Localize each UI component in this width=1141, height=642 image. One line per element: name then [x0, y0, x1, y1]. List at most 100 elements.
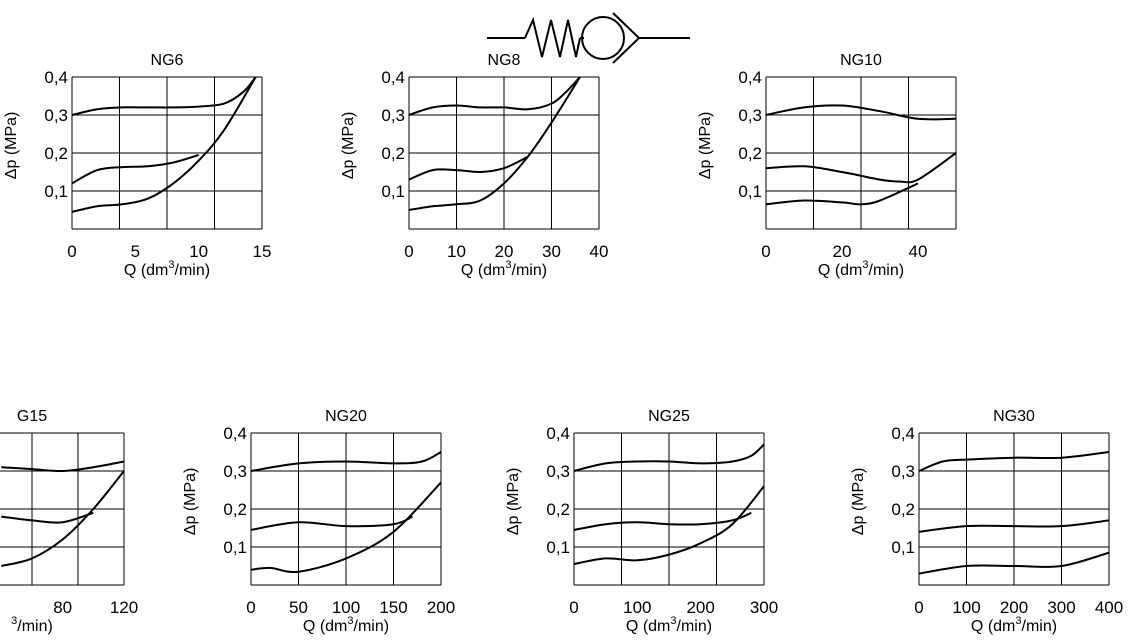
x-tick-label: 100	[952, 598, 980, 617]
y-tick-label: 0,4	[738, 68, 762, 87]
y-tick-label: 0,4	[44, 68, 68, 87]
chart-title: NG25	[648, 408, 690, 425]
series-curve-3	[408, 76, 581, 211]
series-curve-2	[71, 153, 199, 185]
series-curve-3	[573, 485, 765, 566]
x-tick-label: 100	[332, 598, 360, 617]
check-valve-symbol	[487, 12, 690, 64]
series-curve-2	[1, 511, 94, 524]
series-curve-2	[408, 155, 529, 181]
x-axis-label: Q (dm3/min)	[303, 615, 389, 635]
chart-title: G15	[17, 408, 47, 425]
y-tick-label: 0,1	[223, 538, 247, 557]
y-tick-label: 0,2	[891, 500, 915, 519]
series-curve-3	[765, 182, 919, 206]
chart-title: NG6	[151, 52, 184, 69]
series-curve-1	[71, 76, 257, 116]
x-tick-label: 120	[110, 598, 138, 617]
chart-ng25: NG25 0,1 0,2 0,3 0,4 0 100 200 300 Q (dm3/min) Δp …	[505, 408, 778, 635]
x-axis-label: Q (dm3/min)	[124, 259, 210, 279]
y-tick-label: 0,1	[738, 182, 762, 201]
series-curve-3	[918, 551, 1110, 575]
y-tick-label: 0,2	[738, 144, 762, 163]
x-tick-label: 0	[569, 598, 578, 617]
series-curve-3	[1, 470, 125, 567]
x-tick-label: 0	[914, 598, 923, 617]
y-axis-label: Δp (MPa)	[850, 468, 867, 536]
chart-title: NG20	[325, 408, 367, 425]
x-tick-label: 10	[189, 242, 208, 261]
y-tick-label: 0,1	[44, 182, 68, 201]
x-tick-label: 150	[379, 598, 407, 617]
x-axis-label: Q (dm3/min)	[818, 259, 904, 279]
series-curve-1	[918, 451, 1110, 472]
x-tick-label: 400	[1095, 598, 1123, 617]
y-tick-label: 0,3	[891, 462, 915, 481]
chart-ng6: NG6 0,1 0,2 0,3 0,4 0 5 10 15 Q (dm3/min) Δp (MPa)	[3, 52, 271, 279]
x-tick-label: 300	[750, 598, 778, 617]
x-tick-label: 80	[53, 598, 72, 617]
x-tick-label: 5	[131, 242, 140, 261]
x-axis-label: Q (dm3/min)	[461, 259, 547, 279]
y-tick-label: 0,2	[44, 144, 68, 163]
chart-ng30: NG30 0,1 0,2 0,3 0,4 0 100 200 300 400 Q (dm3/min)…	[850, 408, 1123, 635]
y-tick-label: 0,2	[223, 500, 247, 519]
chart-ng8: NG8 0,1 0,2 0,3 0,4 0 10 20 30 40 Q (dm3/min) Δp (M…	[340, 52, 608, 279]
x-tick-label: 30	[542, 242, 561, 261]
x-tick-label: 200	[686, 598, 714, 617]
series-curve-1	[765, 104, 957, 121]
x-tick-label: 15	[253, 242, 272, 261]
x-tick-label: 200	[1000, 598, 1028, 617]
y-tick-label: 0,3	[546, 462, 570, 481]
y-tick-label: 0,3	[223, 462, 247, 481]
series-curve-1	[250, 451, 442, 472]
series-curve-2	[765, 152, 957, 184]
y-axis-label: Δp (MPa)	[697, 112, 714, 180]
series-curve-3	[71, 76, 257, 213]
series-curve-2	[918, 519, 1110, 533]
x-tick-label: 10	[447, 242, 466, 261]
series-curve-1	[573, 443, 765, 472]
chart-g15: G15 80 120 3/min)	[0, 408, 138, 635]
x-tick-label: 40	[909, 242, 928, 261]
chart-title: NG10	[840, 52, 882, 69]
series-curve-2	[250, 515, 413, 531]
series-curve-1	[1, 460, 125, 473]
x-tick-label: 200	[427, 598, 455, 617]
x-tick-label: 0	[246, 598, 255, 617]
chart-ng20: NG20 0,1 0,2 0,3 0,4 0 50 100 150 200 Q (dm3/min) Δ…	[182, 408, 455, 635]
x-axis-label: Q (dm3/min)	[971, 615, 1057, 635]
y-tick-label: 0,4	[891, 424, 915, 443]
x-tick-label: 0	[404, 242, 413, 261]
chart-ng10: NG10 0,1 0,2 0,3 0,4 0 20 40 Q (dm3/min) Δp (MPa)	[697, 52, 957, 279]
x-axis-label: Q (dm3/min)	[626, 615, 712, 635]
chart-title: NG8	[488, 52, 521, 69]
y-tick-label: 0,3	[738, 106, 762, 125]
y-tick-label: 0,3	[44, 106, 68, 125]
x-tick-label: 40	[590, 242, 609, 261]
y-tick-label: 0,1	[381, 182, 405, 201]
y-tick-label: 0,4	[546, 424, 570, 443]
x-tick-label: 0	[67, 242, 76, 261]
y-axis-label: Δp (MPa)	[505, 468, 522, 536]
x-tick-label: 300	[1047, 598, 1075, 617]
y-axis-label: Δp (MPa)	[340, 112, 357, 180]
y-tick-label: 0,1	[546, 538, 570, 557]
chart-title: NG30	[993, 408, 1035, 425]
y-axis-label: Δp (MPa)	[3, 112, 20, 180]
x-tick-label: 50	[289, 598, 308, 617]
y-axis-label: Δp (MPa)	[182, 468, 199, 536]
y-tick-label: 0,3	[381, 106, 405, 125]
x-tick-label: 20	[495, 242, 514, 261]
series-curve-2	[573, 511, 752, 531]
y-tick-label: 0,1	[891, 538, 915, 557]
x-axis-label: 3/min)	[11, 615, 53, 635]
x-tick-label: 100	[623, 598, 651, 617]
series-curve-1	[408, 76, 581, 116]
y-tick-label: 0,4	[381, 68, 405, 87]
x-tick-label: 20	[833, 242, 852, 261]
series-curve-3	[250, 481, 442, 574]
y-tick-label: 0,4	[223, 424, 247, 443]
x-tick-label: 0	[761, 242, 770, 261]
